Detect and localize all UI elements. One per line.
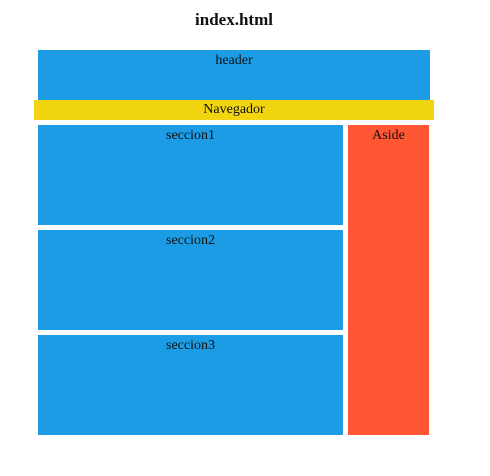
nav-block: Navegador (34, 100, 434, 120)
section-2-block: seccion2 (38, 230, 343, 330)
page-title: index.html (195, 10, 273, 29)
aside-label: Aside (372, 128, 405, 143)
header-block: header (38, 50, 430, 100)
nav-label: Navegador (203, 102, 265, 117)
section-3-label: seccion3 (166, 338, 215, 353)
section-3-block: seccion3 (38, 335, 343, 435)
aside-block: Aside (348, 125, 429, 435)
header-label: header (215, 53, 253, 68)
section-1-block: seccion1 (38, 125, 343, 225)
section-1-label: seccion1 (166, 128, 215, 143)
section-2-label: seccion2 (166, 233, 215, 248)
